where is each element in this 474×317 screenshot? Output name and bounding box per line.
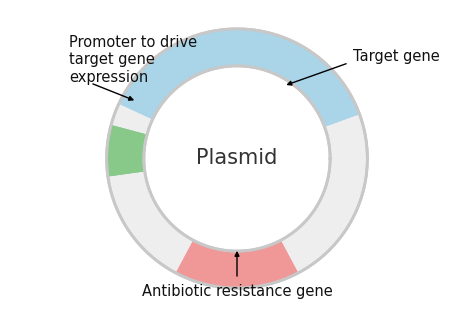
- Text: Target gene: Target gene: [354, 49, 440, 64]
- Polygon shape: [176, 240, 298, 288]
- Polygon shape: [107, 125, 147, 177]
- Polygon shape: [176, 240, 298, 288]
- Text: Promoter to drive
target gene
expression: Promoter to drive target gene expression: [69, 35, 198, 85]
- Polygon shape: [119, 29, 359, 127]
- Polygon shape: [107, 125, 147, 177]
- Polygon shape: [144, 66, 330, 251]
- Text: Antibiotic resistance gene: Antibiotic resistance gene: [142, 284, 332, 299]
- Polygon shape: [107, 29, 367, 288]
- Text: Plasmid: Plasmid: [196, 148, 278, 169]
- Polygon shape: [119, 29, 359, 127]
